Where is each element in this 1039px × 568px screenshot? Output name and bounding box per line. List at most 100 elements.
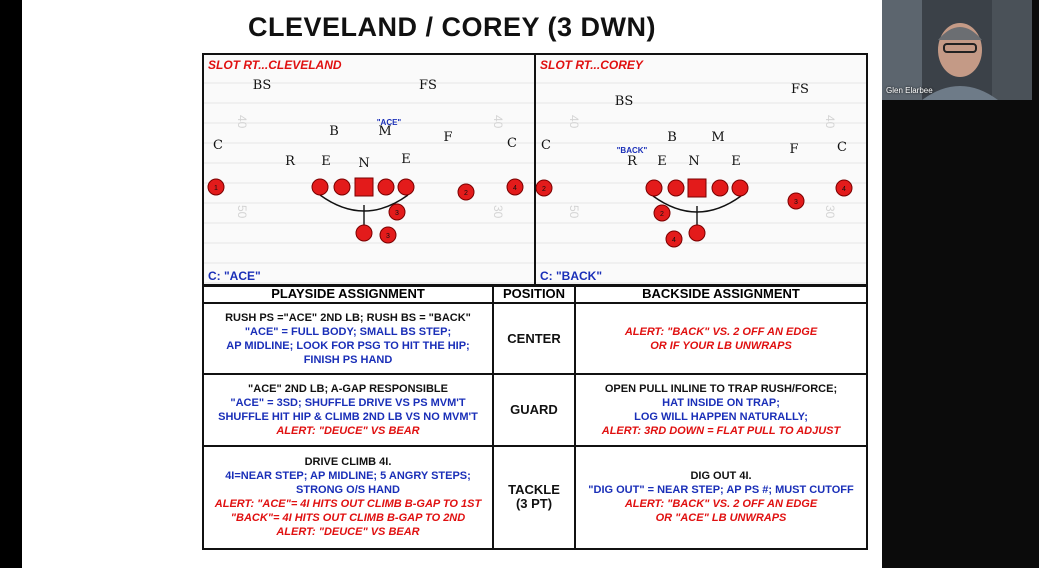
- playside-assignment-cell: RUSH PS ="ACE" 2ND LB; RUSH BS = "BACK" "…: [202, 301, 494, 376]
- table-row: DRIVE CLIMB 4I. 4I=NEAR STEP; AP MIDLINE;…: [202, 444, 868, 551]
- playside-assignment-cell-line: AP MIDLINE; LOOK FOR PSG TO HIT THE HIP;: [226, 339, 470, 352]
- header-backside: BACKSIDE ASSIGNMENT: [574, 284, 868, 304]
- playside-assignment-cell-line: 4I=NEAR STEP; AP MIDLINE; 5 ANGRY STEPS;: [225, 470, 471, 483]
- defender-label: E: [321, 154, 331, 169]
- backside-assignment-cell: DIG OUT 4I. "DIG OUT" = NEAR STEP; AP PS …: [574, 444, 868, 551]
- player-number: 1: [214, 185, 218, 192]
- offensive-player: [787, 192, 805, 210]
- offensive-player: [711, 179, 729, 197]
- offensive-player: [536, 179, 553, 197]
- playside-assignment-cell-line: ALERT: "ACE"= 4I HITS OUT CLIMB B-GAP TO…: [214, 498, 482, 511]
- position-cell: TACKLE (3 PT): [492, 444, 576, 551]
- panel-label-corey: SLOT RT...COREY: [540, 58, 643, 72]
- yard-number: 40: [823, 115, 837, 129]
- offensive-player: [667, 179, 685, 197]
- header-position: POSITION: [492, 284, 576, 304]
- defender-label: B: [329, 124, 339, 139]
- defender-label: F: [789, 142, 798, 157]
- defender-label: FS: [419, 78, 437, 93]
- diagram-panel-cleveland: 40 50 40 30 BS FS B M C F C R E N E "ACE" 1 2 4 3 3 SLOT RT.…: [202, 53, 536, 287]
- yard-number: 50: [235, 205, 249, 219]
- center-square: [354, 177, 374, 197]
- offensive-player: [397, 178, 415, 196]
- backside-assignment-cell-line: DIG OUT 4I.: [690, 470, 752, 483]
- playside-assignment-cell-line: SHUFFLE HIT HIP & CLIMB 2ND LB VS NO MVM…: [218, 410, 478, 423]
- defender-label: C: [837, 140, 847, 155]
- offensive-player: [379, 226, 397, 244]
- table-row: RUSH PS ="ACE" 2ND LB; RUSH BS = "BACK" "…: [202, 301, 868, 376]
- defender-label: F: [443, 130, 452, 145]
- diagram-panel-corey: 40 50 40 30 BS FS B M C F C R E N E "BACK" 2 3 4 2 4 SLOT RT…: [534, 53, 868, 287]
- callout-label: "ACE": [377, 118, 402, 127]
- backside-assignment-cell-line: ALERT: "BACK" VS. 2 OFF AN EDGE: [624, 325, 818, 338]
- playside-assignment-cell-line: FINISH PS HAND: [303, 353, 393, 366]
- playside-assignment-cell: DRIVE CLIMB 4I. 4I=NEAR STEP; AP MIDLINE;…: [202, 444, 494, 551]
- playside-assignment-cell-line: DRIVE CLIMB 4I.: [304, 456, 392, 469]
- defender-label: R: [627, 154, 638, 169]
- offensive-player: [665, 230, 683, 248]
- defender-label: E: [657, 154, 667, 169]
- yard-number: 40: [235, 115, 249, 129]
- assignment-table: PLAYSIDE ASSIGNMENT POSITION BACKSIDE AS…: [202, 284, 868, 551]
- yard-number: 40: [567, 115, 581, 129]
- playside-assignment-cell-line: "ACE" = FULL BODY; SMALL BS STEP;: [244, 325, 452, 338]
- backside-assignment-cell-line: OPEN PULL INLINE TO TRAP RUSH/FORCE;: [604, 382, 838, 395]
- defender-label: M: [711, 130, 724, 145]
- player-number: 4: [842, 186, 846, 193]
- defender-label: C: [541, 138, 551, 153]
- playside-assignment-cell-line: STRONG O/S HAND: [296, 484, 400, 497]
- table-row: "ACE" 2ND LB; A-GAP RESPONSIBLE "ACE" = 3…: [202, 373, 868, 447]
- callout-label: "BACK": [617, 146, 648, 155]
- playside-assignment-cell-line: "ACE" 2ND LB; A-GAP RESPONSIBLE: [248, 382, 448, 395]
- playside-assignment-cell-line: ALERT: "DEUCE" VS BEAR: [276, 526, 420, 539]
- participant-video-icon: [882, 0, 1032, 100]
- position-cell-line: (3 PT): [515, 496, 553, 512]
- offensive-player: [688, 224, 706, 242]
- offensive-player: [333, 178, 351, 196]
- backside-assignment-cell: OPEN PULL INLINE TO TRAP RUSH/FORCE; HAT …: [574, 373, 868, 447]
- defender-label: R: [285, 154, 296, 169]
- player-number: 3: [794, 199, 798, 206]
- offensive-player: [731, 179, 749, 197]
- offensive-player: [377, 178, 395, 196]
- backside-assignment-cell: ALERT: "BACK" VS. 2 OFF AN EDGE OR IF YOU…: [574, 301, 868, 376]
- defender-label: N: [688, 154, 699, 169]
- defender-label: BS: [615, 94, 633, 109]
- yard-number: 50: [567, 205, 581, 219]
- panel-label-cleveland: SLOT RT...CLEVELAND: [208, 58, 342, 72]
- position-cell: GUARD: [492, 373, 576, 447]
- header-playside: PLAYSIDE ASSIGNMENT: [202, 284, 494, 304]
- yard-number: 30: [823, 205, 837, 219]
- playside-assignment-cell-line: ALERT: "DEUCE" VS BEAR: [276, 424, 420, 437]
- player-number: 2: [660, 211, 664, 218]
- offensive-player: [645, 179, 663, 197]
- defender-label: B: [667, 130, 677, 145]
- defender-label: E: [731, 154, 741, 169]
- yard-number: 30: [491, 205, 505, 219]
- center-square: [687, 178, 707, 198]
- backside-assignment-cell-line: OR "ACE" LB UNWRAPS: [655, 512, 787, 525]
- defender-label: E: [401, 152, 411, 167]
- position-cell-line: CENTER: [507, 330, 561, 346]
- defender-label: FS: [791, 82, 809, 97]
- playside-assignment-cell-line: "ACE" = 3SD; SHUFFLE DRIVE VS PS MVM'T: [230, 396, 466, 409]
- offensive-player: [355, 224, 373, 242]
- playside-assignment-cell-line: "BACK"= 4I HITS OUT CLIMB B-GAP TO 2ND: [230, 512, 466, 525]
- playside-assignment-cell-line: RUSH PS ="ACE" 2ND LB; RUSH BS = "BACK": [225, 311, 471, 324]
- offensive-player: [457, 183, 475, 201]
- backside-assignment-cell-line: ALERT: 3RD DOWN = FLAT PULL TO ADJUST: [601, 424, 841, 437]
- player-number: 2: [542, 186, 546, 193]
- player-number: 4: [672, 237, 676, 244]
- play-diagram-cleveland: 40 50 40 30 BS FS B M C F C R E N E "ACE" 1 2 4 3 3: [204, 78, 534, 284]
- backside-assignment-cell-line: LOG WILL HAPPEN NATURALLY;: [634, 410, 808, 423]
- backside-assignment-cell-line: OR IF YOUR LB UNWRAPS: [650, 339, 792, 352]
- offensive-player: [388, 203, 406, 221]
- offensive-player: [506, 178, 524, 196]
- slide-title: CLEVELAND / COREY (3 DWN): [247, 12, 657, 42]
- backside-assignment-cell-line: "DIG OUT" = NEAR STEP; AP PS #; MUST CUT…: [588, 484, 854, 497]
- offensive-player: [311, 178, 329, 196]
- playside-assignment-cell: "ACE" 2ND LB; A-GAP RESPONSIBLE "ACE" = 3…: [202, 373, 494, 447]
- participant-video-tile[interactable]: Glen Elarbee: [882, 0, 1032, 100]
- player-number: 3: [386, 233, 390, 240]
- position-cell-line: GUARD: [510, 401, 558, 417]
